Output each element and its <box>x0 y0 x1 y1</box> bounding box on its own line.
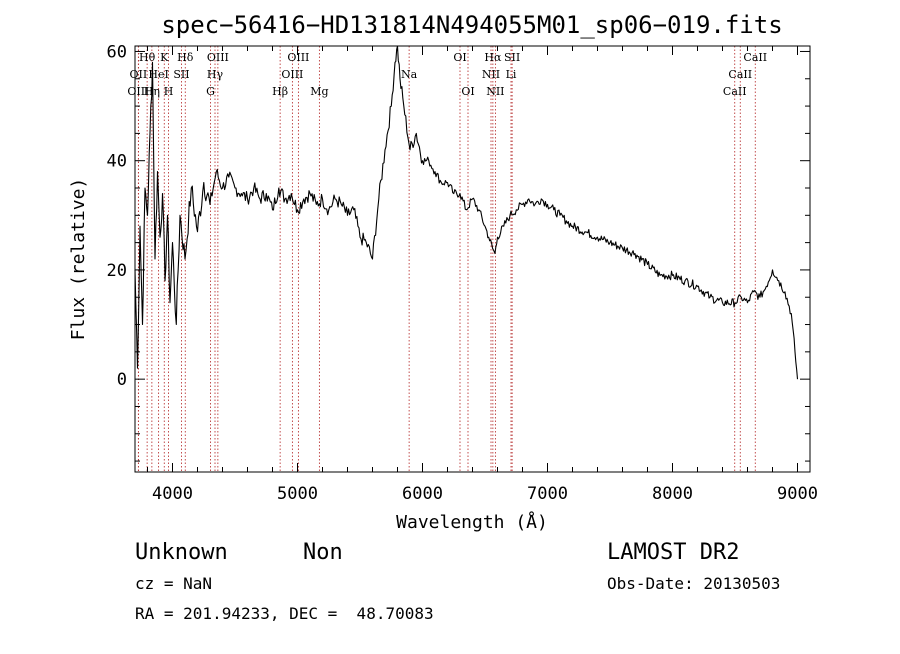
line-markers <box>137 46 756 472</box>
redshift-cz: cz = NaN <box>135 574 212 593</box>
object-class: Unknown <box>135 540 228 565</box>
line-marker-label: OIII <box>287 51 309 64</box>
x-tick-label: 5000 <box>277 484 318 504</box>
x-tick-label: 7000 <box>527 484 568 504</box>
line-marker-label: NII <box>486 85 504 98</box>
line-marker-label: CaII <box>743 51 767 64</box>
line-marker-label: CaII <box>723 85 747 98</box>
line-marker-label: CaII <box>728 68 752 81</box>
line-marker-label: SII <box>504 51 520 64</box>
line-marker-label: OIII <box>281 68 303 81</box>
line-marker-label: Li <box>506 68 517 81</box>
line-marker-label: Mg <box>310 85 328 98</box>
line-marker-label: Hθ <box>139 51 156 64</box>
ra-dec-coords: RA = 201.94233, DEC = 48.70083 <box>135 604 434 623</box>
y-tick-label: 0 <box>117 370 127 390</box>
line-marker-label: SII <box>173 68 189 81</box>
x-tick-label: 9000 <box>777 484 818 504</box>
object-subclass: Non <box>303 540 343 565</box>
y-axis-ticks: 0 20 40 60 <box>107 42 810 462</box>
line-marker-label: OIII <box>207 51 229 64</box>
x-axis-label: Wavelength (Å) <box>396 511 548 533</box>
obs-date: Obs-Date: 20130503 <box>607 574 780 593</box>
y-tick-label: 20 <box>107 261 127 281</box>
line-marker-label: Hβ <box>272 85 288 98</box>
line-marker-label: OII <box>130 68 148 81</box>
y-tick-label: 40 <box>107 152 127 172</box>
line-marker-label: OIII <box>127 85 149 98</box>
line-marker-label: Hα <box>484 51 502 64</box>
line-marker-label: H <box>164 85 174 98</box>
line-marker-label: G <box>206 85 215 98</box>
line-marker-label: Na <box>401 68 418 81</box>
plot-frame <box>134 45 811 473</box>
x-tick-label: 4000 <box>152 484 193 504</box>
line-marker-label: Hγ <box>207 68 224 81</box>
x-axis-ticks: 4000 5000 6000 7000 8000 9000 <box>147 46 818 504</box>
y-tick-label: 60 <box>107 42 127 62</box>
line-marker-label: NII <box>482 68 500 81</box>
y-axis-label: Flux (relative) <box>68 178 89 341</box>
x-tick-label: 8000 <box>652 484 693 504</box>
x-tick-label: 6000 <box>402 484 443 504</box>
line-marker-label: OI <box>453 51 466 64</box>
survey-name: LAMOST DR2 <box>607 540 739 565</box>
spectrum-series-line <box>134 45 799 380</box>
line-marker-label: Hδ <box>177 51 194 64</box>
line-marker-label: K <box>160 51 169 64</box>
line-marker-label: HeI <box>148 68 168 81</box>
line-marker-label: OI <box>461 85 474 98</box>
chart-title: spec−56416−HD131814N494055M01_sp06−019.f… <box>161 11 782 39</box>
